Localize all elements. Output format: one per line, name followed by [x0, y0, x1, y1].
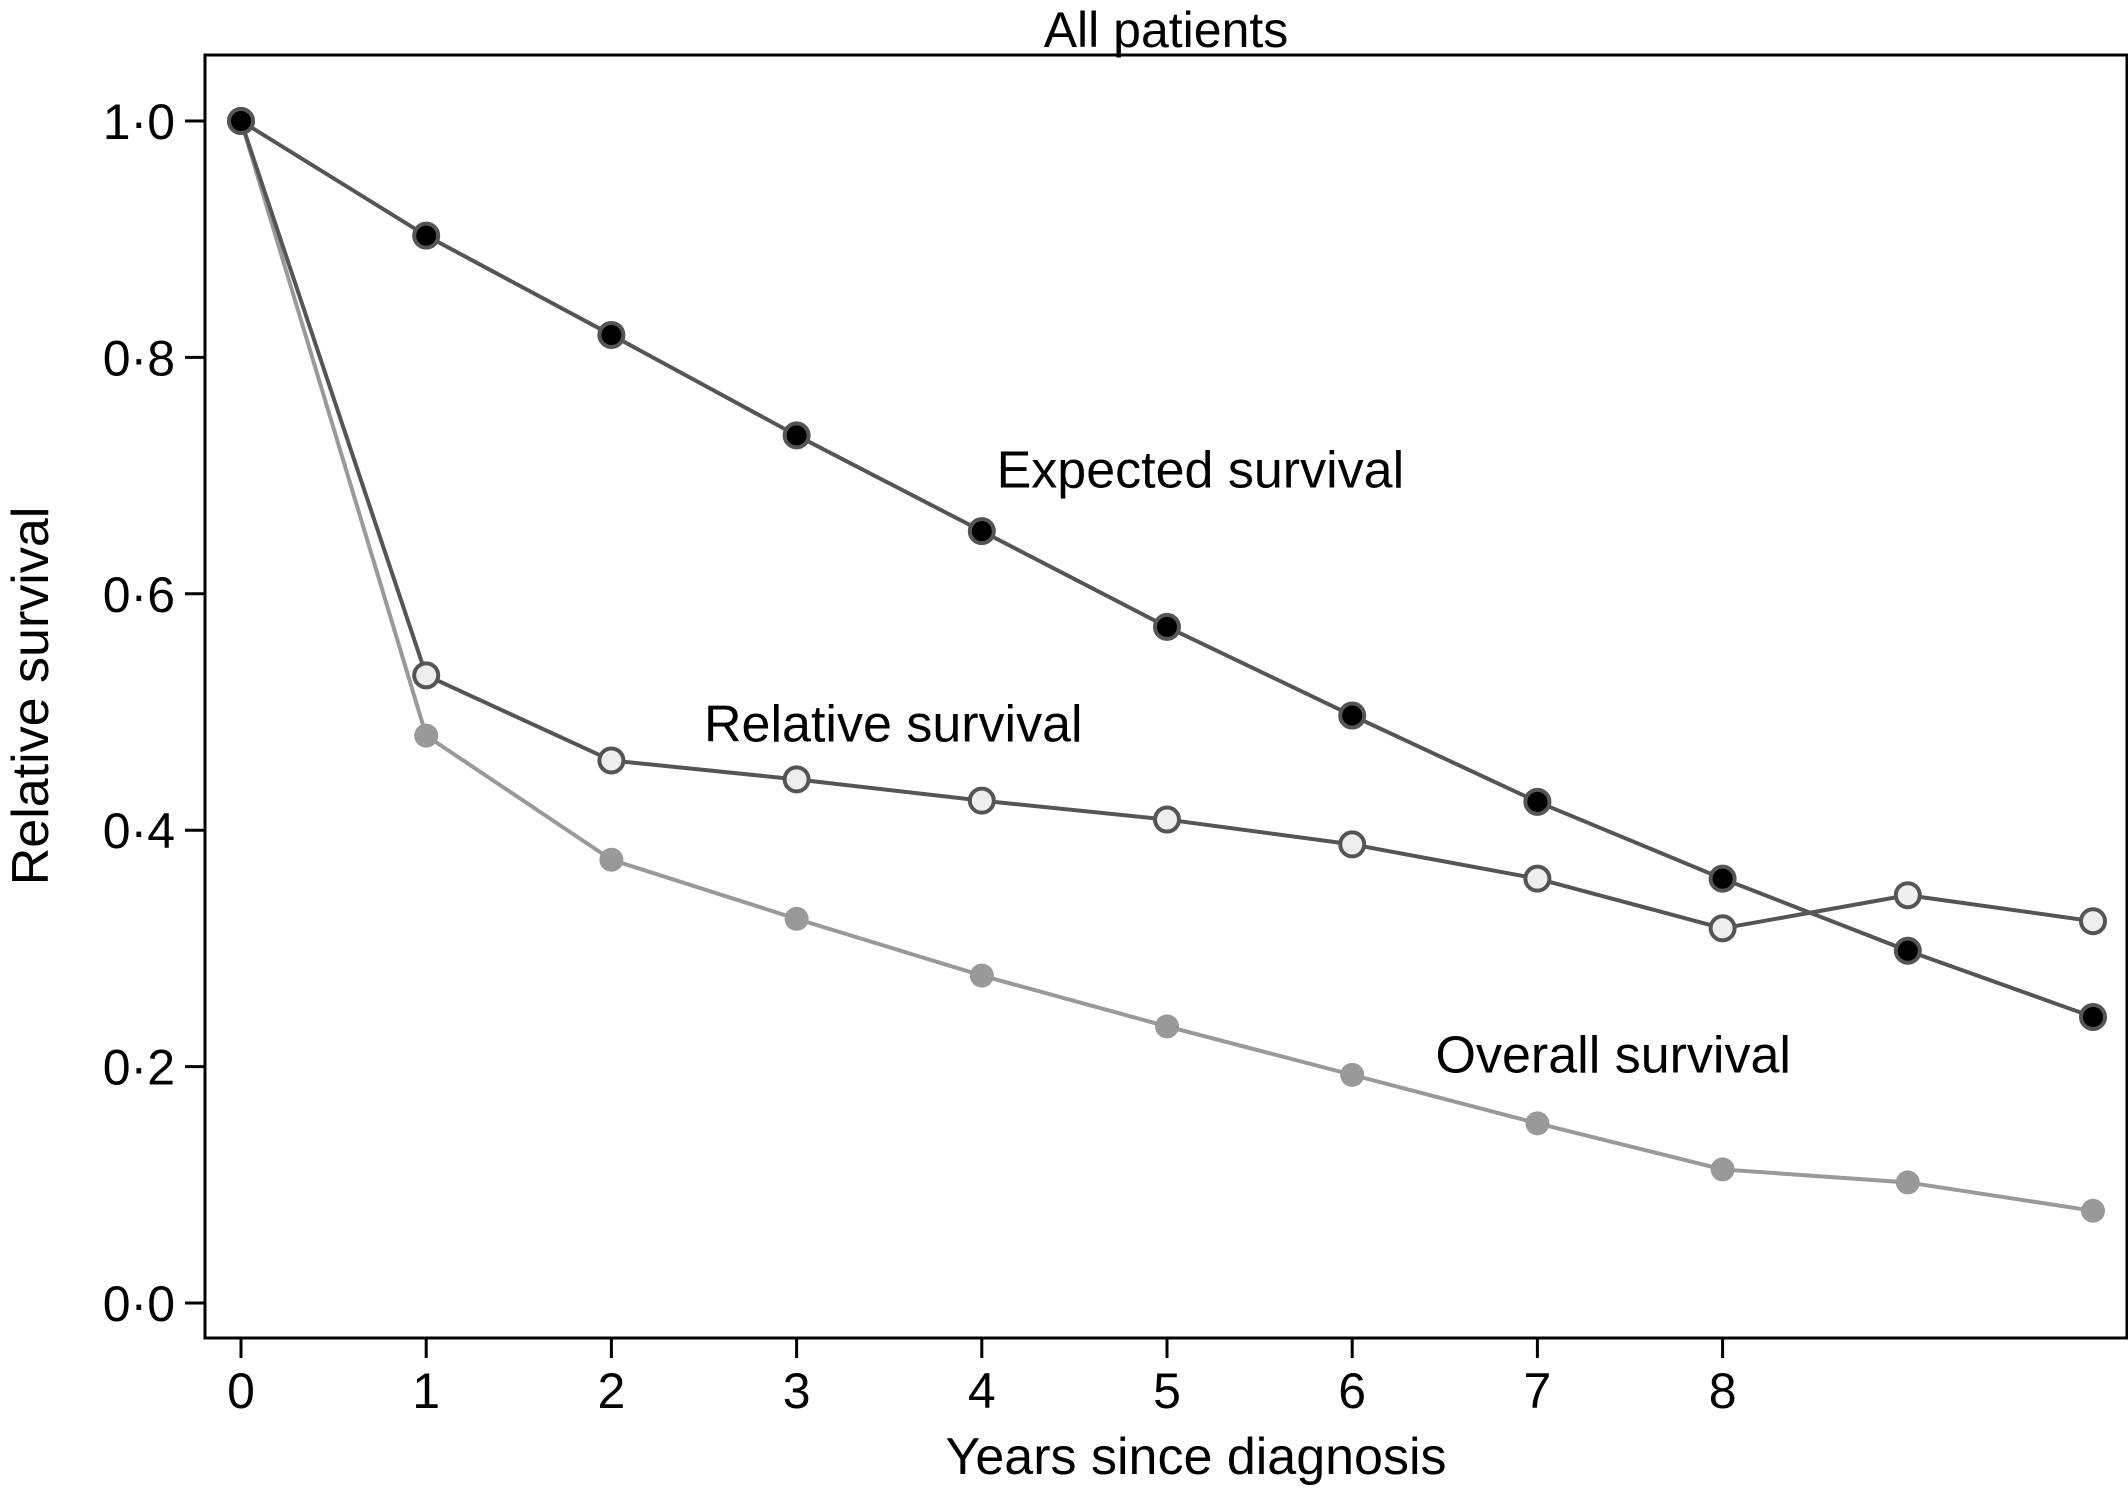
data-point-relative-survival: [2079, 907, 2107, 936]
data-point-expected-survival: [967, 517, 996, 546]
x-tick-label: 3: [783, 1363, 811, 1419]
x-axis-ticks: 0 1 2 3 4 5 6 7 8: [227, 1338, 1737, 1419]
x-tick-label: 1: [412, 1363, 440, 1419]
x-tick-label: 7: [1523, 1363, 1551, 1419]
data-point-relative-survival: [412, 661, 441, 690]
data-point-expected-survival: [1523, 787, 1552, 816]
data-point-relative-survival: [782, 765, 811, 794]
x-tick-label: 0: [227, 1363, 255, 1419]
data-point-overall-survival: [1895, 1170, 1920, 1195]
data-point-expected-survival: [227, 107, 255, 135]
data-point-expected-survival: [782, 421, 811, 450]
series-markers: [227, 107, 2107, 1223]
data-point-relative-survival: [1338, 830, 1367, 859]
y-tick-label: 0·0: [103, 1276, 175, 1332]
data-point-expected-survival: [1153, 612, 1181, 641]
data-point-overall-survival: [1155, 1014, 1179, 1039]
data-point-overall-survival: [1340, 1062, 1365, 1087]
data-point-overall-survival: [414, 723, 439, 748]
data-point-overall-survival: [2081, 1198, 2105, 1223]
data-point-relative-survival: [1708, 914, 1737, 943]
data-point-relative-survival: [967, 786, 996, 815]
data-point-relative-survival: [1893, 881, 1922, 910]
data-point-overall-survival: [1710, 1157, 1735, 1182]
x-axis-label: Years since diagnosis: [945, 1428, 1446, 1486]
annotation-label: Relative survival: [704, 696, 1083, 754]
data-point-overall-survival: [599, 847, 624, 872]
x-tick-label: 2: [597, 1363, 625, 1419]
y-tick-label: 0·6: [103, 567, 175, 623]
data-point-relative-survival: [597, 746, 626, 775]
data-point-expected-survival: [1338, 701, 1367, 730]
y-tick-label: 0·4: [103, 803, 175, 859]
x-tick-label: 8: [1709, 1363, 1737, 1419]
y-tick-label: 0·8: [103, 330, 175, 386]
data-point-expected-survival: [412, 221, 441, 250]
y-tick-label: 0·2: [103, 1040, 175, 1096]
annotation-label: Overall survival: [1436, 1027, 1791, 1085]
x-tick-label: 4: [968, 1363, 996, 1419]
data-point-relative-survival: [1523, 864, 1552, 893]
data-point-relative-survival: [1153, 805, 1181, 834]
data-point-overall-survival: [1525, 1111, 1550, 1136]
x-tick-label: 5: [1153, 1363, 1181, 1419]
y-tick-label: 1·0: [103, 94, 175, 150]
data-point-expected-survival: [1708, 864, 1737, 893]
data-point-expected-survival: [1893, 936, 1922, 965]
data-point-overall-survival: [784, 906, 809, 931]
series-annotations: Expected survival Relative survival Overal…: [704, 441, 1791, 1084]
y-axis-ticks: 0·0 0·2 0·4 0·6 0·8 1·0: [103, 94, 205, 1332]
data-point-overall-survival: [969, 963, 994, 988]
data-point-expected-survival: [597, 320, 626, 349]
chart-title: All patients: [1044, 2, 1289, 58]
x-tick-label: 6: [1338, 1363, 1366, 1419]
data-point-expected-survival: [2079, 1002, 2107, 1031]
y-axis-label: Relative survival: [2, 507, 60, 886]
annotation-label: Expected survival: [997, 441, 1405, 499]
